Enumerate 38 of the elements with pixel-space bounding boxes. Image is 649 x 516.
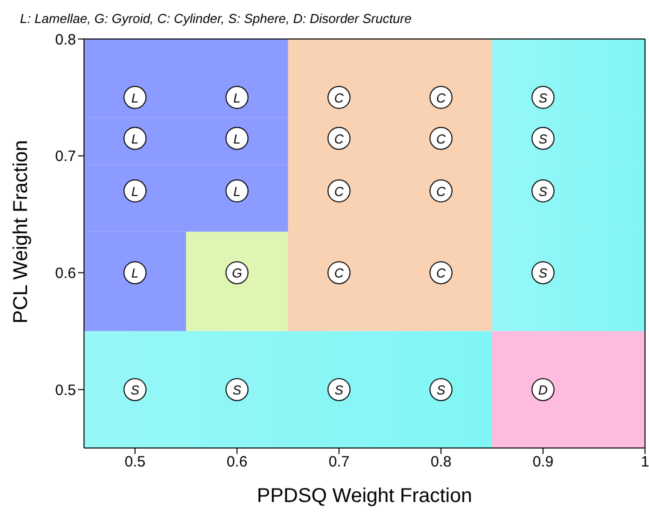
data-label: C (436, 90, 446, 106)
data-label: C (334, 266, 344, 281)
x-axis-title: PPDSQ Weight Fraction (256, 485, 472, 507)
data-label: L (233, 184, 241, 199)
data-label: C (334, 131, 344, 146)
data-label: L (233, 90, 241, 106)
data-label: S (334, 382, 344, 398)
data-label: L (131, 266, 139, 281)
data-label: C (436, 184, 446, 199)
data-label: C (334, 184, 344, 199)
x-tick-label: 1 (640, 454, 649, 471)
data-label: C (436, 266, 446, 281)
x-tick-label: 0.9 (532, 454, 554, 471)
y-tick-label: 0.8 (55, 31, 76, 48)
data-label: C (436, 131, 446, 146)
data-label: L (233, 131, 241, 146)
x-tick-label: 0.8 (430, 454, 452, 471)
y-axis-title: PCL Weight Fraction (10, 140, 32, 324)
x-tick-label: 0.5 (124, 454, 146, 471)
data-label: S (436, 382, 446, 398)
x-tick-label: 0.7 (328, 454, 350, 471)
data-label: S (538, 90, 548, 106)
data-label: L (131, 90, 139, 106)
x-tick-label: 0.6 (226, 454, 248, 471)
data-label: G (232, 266, 242, 281)
data-label: L (131, 131, 139, 146)
data-label: L (131, 184, 139, 199)
data-label: C (334, 90, 344, 106)
data-label: S (130, 382, 140, 398)
y-tick-label: 0.7 (55, 148, 76, 166)
data-label: S (232, 382, 242, 398)
data-label: S (538, 184, 548, 199)
y-tick-label: 0.5 (55, 382, 76, 399)
data-label: S (538, 266, 548, 281)
data-label: D (538, 382, 548, 398)
y-tick-label: 0.6 (55, 265, 76, 282)
text: L: Lamellae, G: Gyroid, C: Cylinder, S: Sphere, D: Disorder Sructure (20, 10, 413, 28)
data-label: S (538, 131, 548, 146)
